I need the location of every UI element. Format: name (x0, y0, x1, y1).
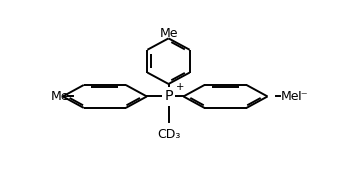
Text: +: + (176, 82, 184, 92)
Text: Me: Me (159, 27, 178, 40)
Text: CD₃: CD₃ (157, 128, 180, 141)
Text: Me: Me (281, 90, 300, 103)
Text: Me: Me (50, 90, 69, 103)
Text: P: P (164, 89, 173, 104)
Text: I⁻: I⁻ (298, 90, 308, 103)
